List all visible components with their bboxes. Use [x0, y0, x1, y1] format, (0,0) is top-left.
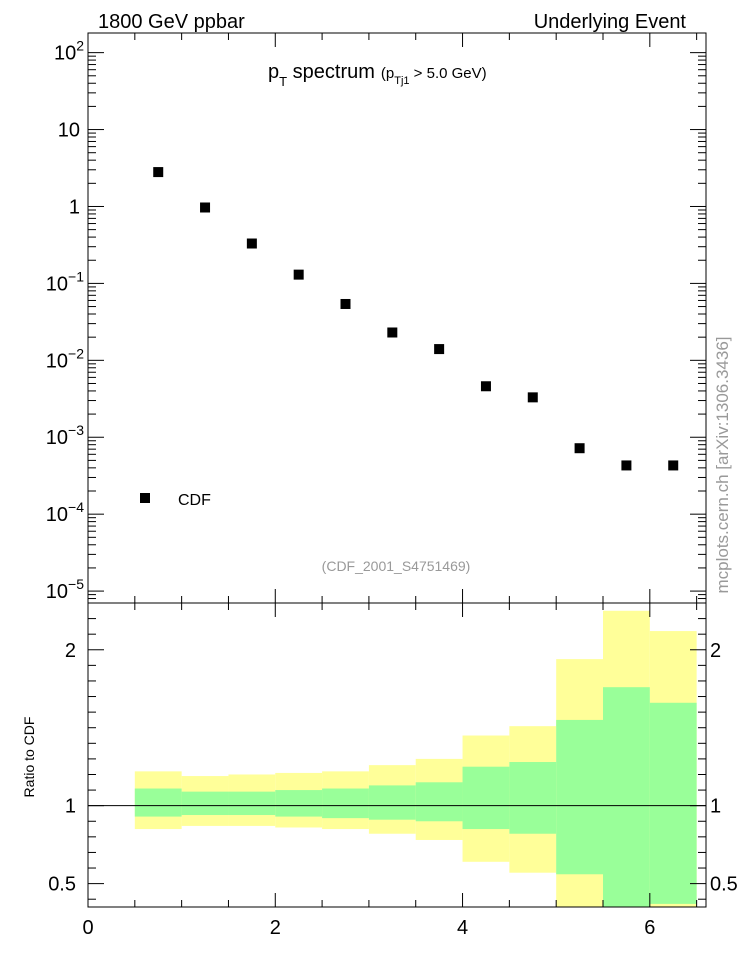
- ratio-x-tick-label: 2: [270, 917, 281, 939]
- main-y-tick-label: 1: [69, 196, 80, 218]
- data-point: [668, 460, 679, 471]
- ratio-x-tick-label: 0: [82, 917, 93, 939]
- main-y-tick-label: 10: [58, 120, 80, 142]
- data-points: [153, 167, 679, 471]
- main-plot-frame: [87, 32, 707, 604]
- ratio-band-inner-bin: [181, 791, 229, 816]
- ratio-ylabel: Ratio to CDF: [21, 717, 37, 798]
- ratio-x-tick-label: 6: [644, 917, 655, 939]
- data-point: [387, 327, 398, 338]
- data-point: [574, 443, 585, 454]
- plot-title-main-tail: spectrum: [287, 61, 375, 83]
- ratio-band-inner-bin: [415, 782, 463, 822]
- main-y-tick-label: 102: [54, 38, 84, 65]
- plot-title-main: p: [268, 61, 279, 83]
- main-y-tick-label: 10−1: [46, 268, 84, 295]
- ratio-band-inner-bin: [322, 788, 369, 819]
- ratio-band-inner-bin: [509, 762, 557, 834]
- data-point: [153, 167, 164, 178]
- data-point: [200, 202, 211, 213]
- ratio-bands: [134, 610, 697, 907]
- ratio-y-tick-label-right: 1: [710, 796, 721, 818]
- main-y-tick-label: 10−5: [46, 576, 84, 603]
- plot-title-cut-tail: > 5.0 GeV): [410, 65, 487, 82]
- data-point: [246, 238, 257, 249]
- plot-title-cut-sub: Tj1: [394, 75, 409, 87]
- ratio-band-inner-bin: [556, 719, 603, 875]
- side-label: mcplots.cern.ch [arXiv:1306.3436]: [713, 336, 732, 593]
- legend-marker: [140, 493, 150, 503]
- plot-title-cut-open: (p: [381, 65, 394, 82]
- ratio-y-tick-label: 1: [65, 796, 76, 818]
- main-y-tick-label: 10−3: [46, 422, 84, 449]
- main-y-tick-label: 10−2: [46, 345, 84, 372]
- ratio-x-tick-label: 4: [457, 917, 468, 939]
- ratio-y-tick-label-right: 0.5: [710, 874, 738, 896]
- ratio-y-tick-label: 0.5: [48, 874, 76, 896]
- ratio-plot-frame: [87, 602, 707, 908]
- data-point: [621, 460, 632, 471]
- data-point: [293, 269, 304, 280]
- legend-label: CDF: [178, 492, 211, 509]
- ratio-band-inner-bin: [462, 766, 510, 830]
- data-point: [434, 344, 445, 355]
- ratio-band-inner-bin: [368, 785, 416, 820]
- ratio-y-tick-label: 2: [65, 640, 76, 662]
- ratio-band-inner-bin: [603, 687, 650, 907]
- ratio-band-inner-bin: [649, 702, 697, 904]
- axis-ticks: [87, 33, 706, 907]
- ratio-band-inner-bin: [228, 791, 276, 816]
- main-y-tick-label: 10−4: [46, 499, 84, 526]
- plot-title: pT spectrum (pTj1 > 5.0 GeV): [268, 61, 487, 89]
- data-point: [480, 381, 491, 392]
- data-point: [527, 392, 538, 403]
- plot-title-main-sub: T: [279, 74, 287, 89]
- ratio-band-inner-bin: [275, 790, 323, 817]
- ratio-band-inner-bin: [134, 788, 182, 817]
- header-left-label: 1800 GeV ppbar: [98, 11, 245, 33]
- plot-frames: [87, 32, 707, 908]
- header-right-label: Underlying Event: [534, 11, 687, 33]
- ratio-y-tick-label-right: 2: [710, 640, 721, 662]
- axis-tick-labels: 10−5 10−4 10−3 10−2 10−1 1 10 102 0 2 4 6 0.5 0.5 1 1 2 2: [46, 38, 738, 939]
- analysis-id: (CDF_2001_S4751469): [322, 558, 471, 574]
- data-point: [340, 298, 351, 309]
